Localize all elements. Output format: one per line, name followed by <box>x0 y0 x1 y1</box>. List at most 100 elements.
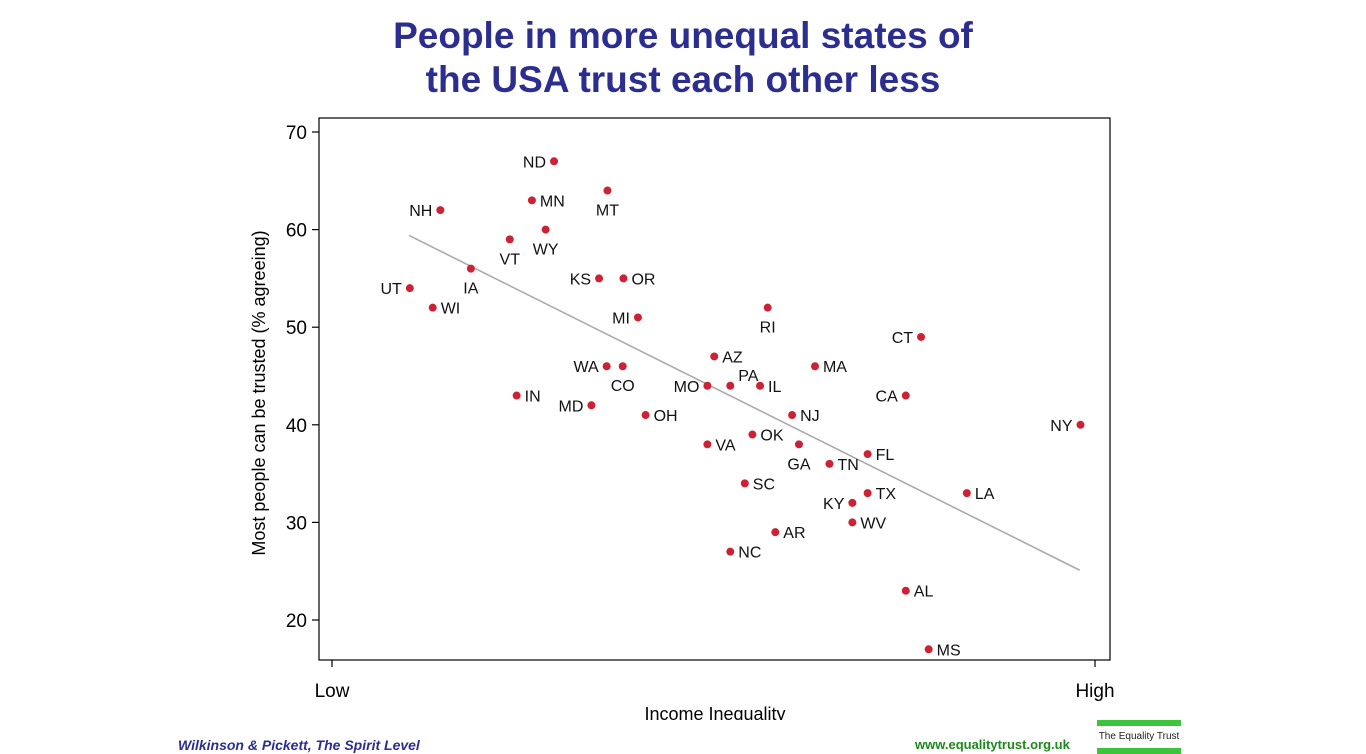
y-axis-label: Most people can be trusted (% agreeing) <box>249 230 269 555</box>
point-tx <box>863 489 872 498</box>
point-label-ga: GA <box>787 456 810 473</box>
point-label-nh: NH <box>409 203 432 220</box>
y-tick-label: 50 <box>286 318 307 339</box>
logo-text: The Equality Trust <box>1098 731 1180 742</box>
y-axis: 20 30 40 50 60 70 <box>286 123 319 632</box>
point-label-tx: TX <box>876 486 897 503</box>
point-label-az: AZ <box>722 349 743 366</box>
point-label-oh: OH <box>654 408 678 425</box>
point-nd <box>550 157 559 166</box>
point-fl <box>863 450 872 459</box>
y-tick-label: 70 <box>286 123 307 144</box>
point-mn <box>527 196 536 205</box>
trend-line <box>408 234 1081 571</box>
y-tick-label: 30 <box>286 513 307 534</box>
point-ms <box>924 645 933 654</box>
x-axis: Low High <box>315 660 1115 702</box>
point-label-ms: MS <box>937 642 961 659</box>
point-ny <box>1076 420 1085 429</box>
point-nc <box>726 547 735 556</box>
point-mi <box>633 313 642 322</box>
point-pa <box>726 381 735 390</box>
point-ia <box>466 264 475 273</box>
point-label-va: VA <box>715 437 735 454</box>
point-oh <box>641 411 650 420</box>
point-vt <box>505 235 514 244</box>
point-label-mn: MN <box>540 193 565 210</box>
point-label-wy: WY <box>533 242 559 259</box>
y-tick-label: 20 <box>286 611 307 632</box>
point-label-sc: SC <box>753 476 775 493</box>
point-label-ca: CA <box>876 389 899 406</box>
point-label-wi: WI <box>441 301 461 318</box>
citation: Wilkinson & Pickett, The Spirit Level <box>178 737 420 753</box>
point-il <box>756 381 765 390</box>
point-wa <box>602 362 611 371</box>
point-wi <box>428 303 437 312</box>
chart-title-line-2: the USA trust each other less <box>425 59 941 100</box>
point-in <box>512 391 521 400</box>
point-ma <box>810 362 819 371</box>
point-va <box>703 440 712 449</box>
point-ks <box>595 274 604 283</box>
point-label-tn: TN <box>837 457 858 474</box>
point-label-ia: IA <box>463 281 478 298</box>
logo-bar-bottom <box>1097 748 1181 754</box>
point-mt <box>603 186 612 195</box>
point-ut <box>405 284 414 293</box>
point-label-nc: NC <box>738 545 761 562</box>
x-axis-label: Income Inequality <box>644 704 785 720</box>
point-label-vt: VT <box>500 251 521 268</box>
point-ct <box>917 332 926 341</box>
equality-trust-logo: The Equality Trust <box>1097 720 1181 754</box>
point-az <box>710 352 719 361</box>
point-label-mt: MT <box>596 203 619 220</box>
point-co <box>618 362 627 371</box>
point-label-ny: NY <box>1050 418 1073 435</box>
point-label-ut: UT <box>380 281 402 298</box>
point-tn <box>825 459 834 468</box>
point-wv <box>848 518 857 527</box>
point-ri <box>763 303 772 312</box>
point-al <box>901 586 910 595</box>
point-ok <box>748 430 757 439</box>
point-label-ct: CT <box>892 330 914 347</box>
point-label-ks: KS <box>570 271 591 288</box>
point-label-nj: NJ <box>800 408 820 425</box>
point-mo <box>703 381 712 390</box>
chart-title-line-1: People in more unequal states of <box>393 15 973 56</box>
point-ar <box>771 528 780 537</box>
scatter-chart: 20 30 40 50 60 70 Low High ND MT MN NH VT WY IA KS OR U… <box>249 117 1115 720</box>
point-label-ma: MA <box>823 359 847 376</box>
point-label-co: CO <box>611 378 635 395</box>
x-tick-label: Low <box>315 681 350 702</box>
plot-frame <box>318 117 1111 661</box>
point-ky <box>848 498 857 507</box>
y-tick-label: 60 <box>286 221 307 242</box>
point-ca <box>901 391 910 400</box>
point-label-wa: WA <box>573 359 599 376</box>
point-md <box>587 401 596 410</box>
point-label-md: MD <box>559 398 584 415</box>
point-label-ar: AR <box>783 525 805 542</box>
point-nj <box>788 411 797 420</box>
point-label-or: OR <box>631 271 655 288</box>
point-label-il: IL <box>768 379 781 396</box>
point-sc <box>740 479 749 488</box>
point-la <box>962 489 971 498</box>
point-label-ky: KY <box>823 496 845 513</box>
point-wy <box>541 225 550 234</box>
point-label-ok: OK <box>760 428 783 445</box>
point-ga <box>794 440 803 449</box>
website-link[interactable]: www.equalitytrust.org.uk <box>915 737 1070 752</box>
data-points: ND MT MN NH VT WY IA KS OR UT WI RI MI CT AZ WA CO MA MO PA… <box>380 154 1085 659</box>
logo-bar-top <box>1097 720 1181 726</box>
point-label-fl: FL <box>876 447 895 464</box>
chart-title: People in more unequal states of the USA… <box>0 14 1366 102</box>
point-label-mo: MO <box>674 379 700 396</box>
point-label-in: IN <box>525 389 541 406</box>
x-tick-label: High <box>1075 681 1114 702</box>
y-tick-label: 40 <box>286 416 307 437</box>
point-label-wv: WV <box>860 515 886 532</box>
point-label-pa: PA <box>738 368 758 385</box>
